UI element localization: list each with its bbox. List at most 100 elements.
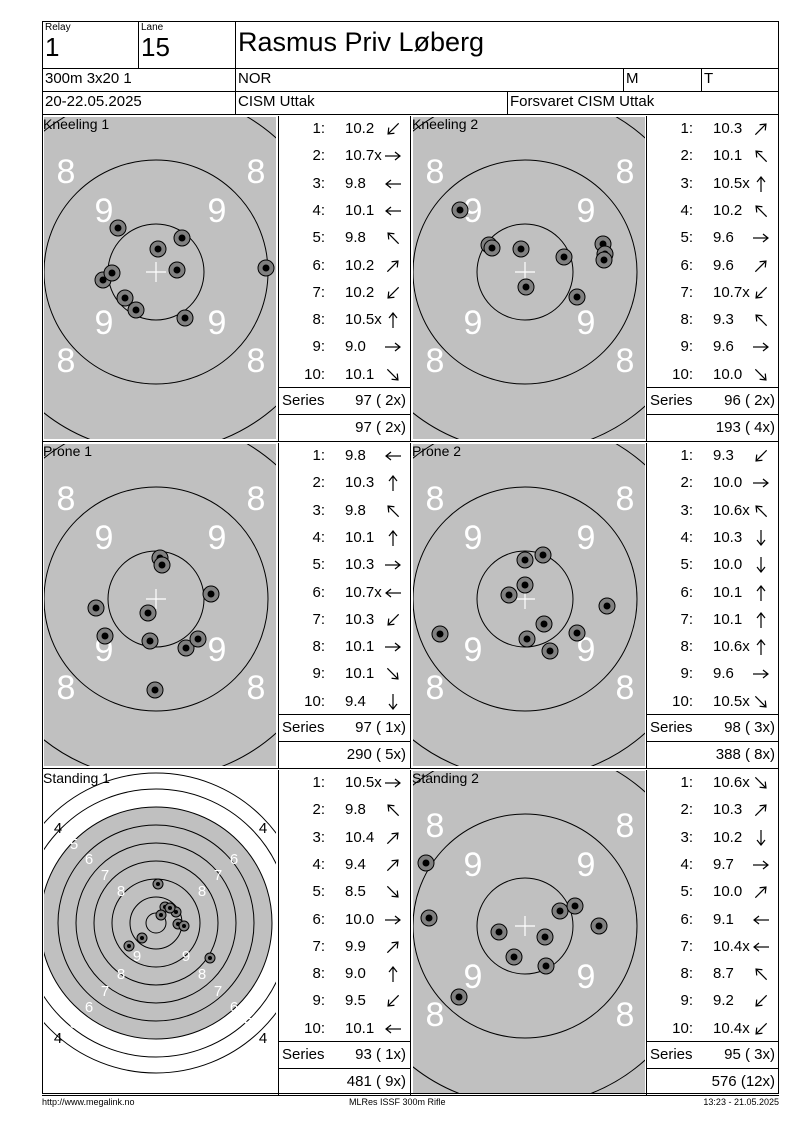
ring-number: 8 (616, 996, 635, 1034)
shot-center (521, 556, 529, 564)
shot-center (208, 956, 212, 960)
shot-row: 5: 9.8 (279, 225, 410, 252)
lane-value: 15 (141, 32, 170, 62)
ring-number: 9 (464, 519, 483, 557)
shot-center (178, 234, 186, 242)
direction-arrow-icon (755, 1022, 768, 1035)
shot-value: 10.1 (345, 1019, 375, 1037)
direction-arrow-icon (386, 668, 399, 681)
direction-arrow-icon (754, 886, 767, 899)
series-total: 97 ( 1x) (355, 719, 406, 736)
shot-center (181, 314, 189, 322)
shot-number: 4: (680, 855, 693, 873)
shot-number: 6: (680, 256, 693, 274)
shot-number: 1: (680, 774, 693, 791)
shot-row: 1: 10.5x (279, 770, 410, 797)
shooter-name: Rasmus Priv Løberg (238, 27, 485, 57)
shot-center (522, 283, 530, 291)
block-divider (42, 1095, 779, 1096)
shot-number: 5: (680, 229, 693, 247)
shot-value: 8.5 (345, 883, 366, 901)
shot-number: 9: (680, 338, 693, 356)
shot-center (168, 906, 172, 910)
relay-cell: Relay 1 (42, 21, 139, 69)
target-ring (57, 824, 255, 1022)
shot-value: 10.5x (713, 692, 750, 710)
direction-arrow-icon (756, 175, 766, 192)
shot-number: 1: (312, 774, 325, 791)
shot-number: 10: (304, 692, 325, 710)
target-ring (43, 486, 269, 712)
direction-arrow-icon (387, 286, 400, 299)
shot-row: 4: 10.1 (279, 198, 410, 225)
series-total-row: Series 97 ( 2x) (279, 387, 410, 414)
ring-number: 7 (214, 983, 222, 1000)
dates: 20-22.05.2025 (45, 93, 142, 110)
direction-arrow-icon (754, 804, 767, 817)
shot-row: 3: 9.8 (279, 498, 410, 525)
shot-value: 10.5x (345, 774, 382, 791)
shot-row: 10: 10.5x (647, 689, 779, 716)
target-face (413, 771, 645, 1093)
ring-number: 8 (198, 883, 206, 900)
shot-center (154, 245, 162, 253)
shot-number: 4: (312, 528, 325, 546)
shot-number: 2: (680, 147, 693, 165)
shot-center (523, 635, 531, 643)
direction-arrow-icon (385, 778, 401, 788)
shot-center (510, 953, 518, 961)
shot-value: 9.6 (713, 256, 734, 274)
nation-cell: NOR (236, 69, 624, 92)
event-name: 300m 3x20 1 (45, 70, 132, 87)
direction-arrow-icon (387, 804, 400, 817)
shot-row: 5: 9.6 (647, 225, 779, 252)
ring-number: 9 (577, 304, 596, 342)
shot-value: 10.2 (713, 828, 743, 846)
shot-value: 10.3 (345, 474, 375, 492)
series-total-row: Series 96 ( 2x) (647, 387, 779, 414)
shot-center (455, 993, 463, 1001)
shot-value: 9.4 (345, 692, 366, 710)
shot-number: 5: (680, 556, 693, 574)
direction-arrow-icon (755, 995, 768, 1008)
shot-value: 9.6 (713, 338, 734, 356)
shot-center (158, 561, 166, 569)
shot-value: 10.2 (345, 120, 375, 137)
direction-arrow-icon (387, 504, 400, 517)
shot-row: 2: 9.8 (279, 797, 410, 824)
shot-row: 4: 10.2 (647, 198, 779, 225)
shot-number: 3: (680, 501, 693, 519)
series-label: Series (282, 719, 325, 736)
direction-arrow-icon (756, 639, 766, 656)
shot-number: 5: (680, 883, 693, 901)
shot-center (546, 647, 554, 655)
footer-software: MLRes ISSF 300m Rifle (349, 1097, 446, 1107)
direction-arrow-icon (755, 314, 768, 327)
shot-value: 9.7 (713, 855, 734, 873)
shot-center (108, 269, 116, 277)
shot-row: 5: 10.3 (279, 552, 410, 579)
shot-number: 1: (680, 447, 693, 464)
dates-cell: 20-22.05.2025 (42, 92, 236, 115)
shot-value: 10.7x (345, 583, 382, 601)
shot-number: 10: (672, 365, 693, 383)
shot-row: 6: 10.7x (279, 580, 410, 607)
ring-number: 8 (117, 883, 125, 900)
shot-number: 3: (680, 174, 693, 192)
shot-list: 1: 10.6x 2: 10.3 3: 10.2 4: 9.7 5: 10.0 6: 9.1 7: 10.… (646, 770, 779, 1095)
shot-number: 10: (304, 1019, 325, 1037)
ring-number: 9 (208, 192, 227, 230)
direction-arrow-icon (386, 831, 399, 844)
ring-number: 9 (208, 304, 227, 342)
shot-center (425, 914, 433, 922)
class-cell: T (702, 69, 779, 92)
series-total-row: Series 98 ( 3x) (647, 714, 779, 741)
shot-number: 5: (312, 556, 325, 574)
running-total-row: 481 ( 9x) (279, 1068, 410, 1096)
shot-number: 7: (312, 937, 325, 955)
shot-value: 9.8 (345, 229, 366, 247)
shot-row: 9: 10.1 (279, 661, 410, 688)
direction-arrow-icon (753, 915, 769, 924)
ring-number: 9 (208, 519, 227, 557)
lane-label: Lane (141, 22, 164, 33)
